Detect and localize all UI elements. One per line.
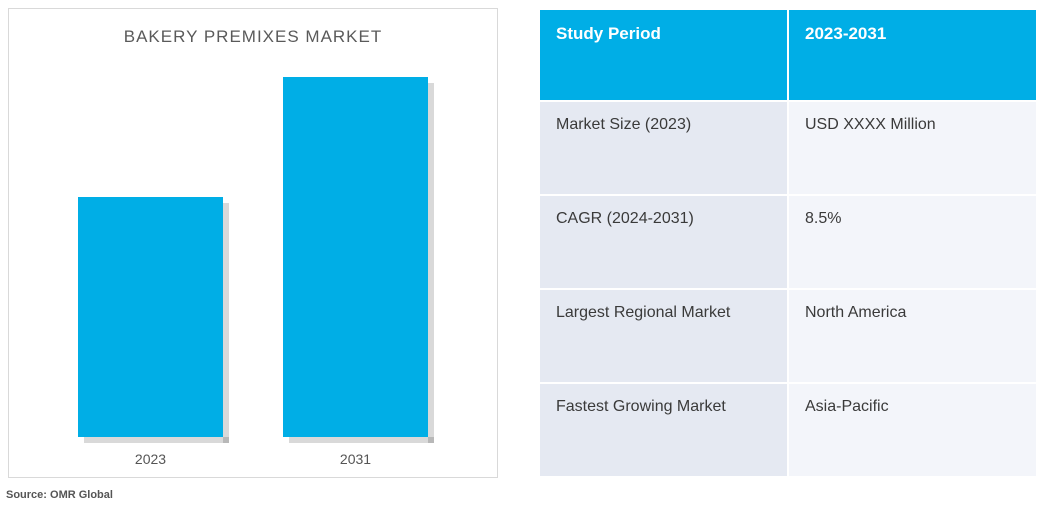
chart-title: BAKERY PREMIXES MARKET xyxy=(124,27,383,47)
header-key: Study Period xyxy=(540,10,787,100)
cell-value: 8.5% xyxy=(789,196,1036,288)
bars-area: 2023 2031 xyxy=(9,47,497,477)
table-row: Fastest Growing Market Asia-Pacific xyxy=(540,384,1036,476)
table-row: Market Size (2023) USD XXXX Million xyxy=(540,102,1036,194)
cell-key: Market Size (2023) xyxy=(540,102,787,194)
summary-table: Study Period 2023-2031 Market Size (2023… xyxy=(538,8,1038,478)
bar-wrapper-1: 2031 xyxy=(283,77,428,467)
header-value: 2023-2031 xyxy=(789,10,1036,100)
cell-value: North America xyxy=(789,290,1036,382)
bar-label-0: 2023 xyxy=(135,451,166,467)
cell-value: Asia-Pacific xyxy=(789,384,1036,476)
cell-key: Largest Regional Market xyxy=(540,290,787,382)
chart-panel: BAKERY PREMIXES MARKET 2023 2031 xyxy=(8,8,498,478)
table-row: CAGR (2024-2031) 8.5% xyxy=(540,196,1036,288)
table-header-row: Study Period 2023-2031 xyxy=(540,10,1036,100)
cell-key: CAGR (2024-2031) xyxy=(540,196,787,288)
bar-0 xyxy=(78,197,223,437)
bar-1 xyxy=(283,77,428,437)
table-panel: Study Period 2023-2031 Market Size (2023… xyxy=(538,8,1038,478)
table-row: Largest Regional Market North America xyxy=(540,290,1036,382)
layout-container: BAKERY PREMIXES MARKET 2023 2031 Study P… xyxy=(0,0,1060,478)
source-label: Source: OMR Global xyxy=(6,489,113,501)
cell-value: USD XXXX Million xyxy=(789,102,1036,194)
cell-key: Fastest Growing Market xyxy=(540,384,787,476)
bar-wrapper-0: 2023 xyxy=(78,197,223,467)
bar-label-1: 2031 xyxy=(340,451,371,467)
